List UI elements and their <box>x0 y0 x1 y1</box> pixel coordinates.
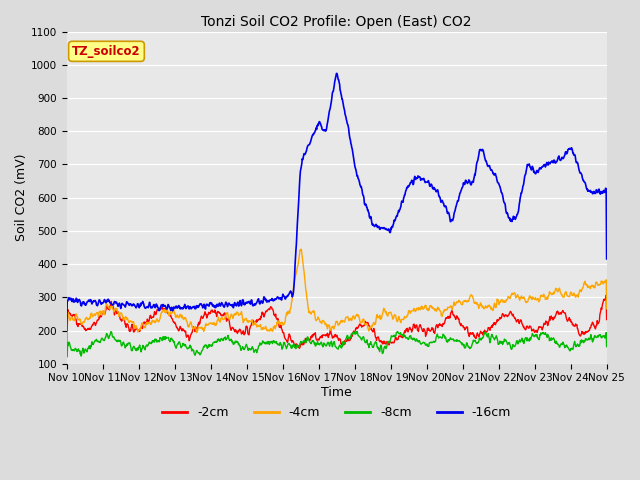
X-axis label: Time: Time <box>321 386 352 399</box>
Text: TZ_soilco2: TZ_soilco2 <box>72 45 141 58</box>
Legend: -2cm, -4cm, -8cm, -16cm: -2cm, -4cm, -8cm, -16cm <box>157 401 516 424</box>
Title: Tonzi Soil CO2 Profile: Open (East) CO2: Tonzi Soil CO2 Profile: Open (East) CO2 <box>202 15 472 29</box>
Y-axis label: Soil CO2 (mV): Soil CO2 (mV) <box>15 154 28 241</box>
